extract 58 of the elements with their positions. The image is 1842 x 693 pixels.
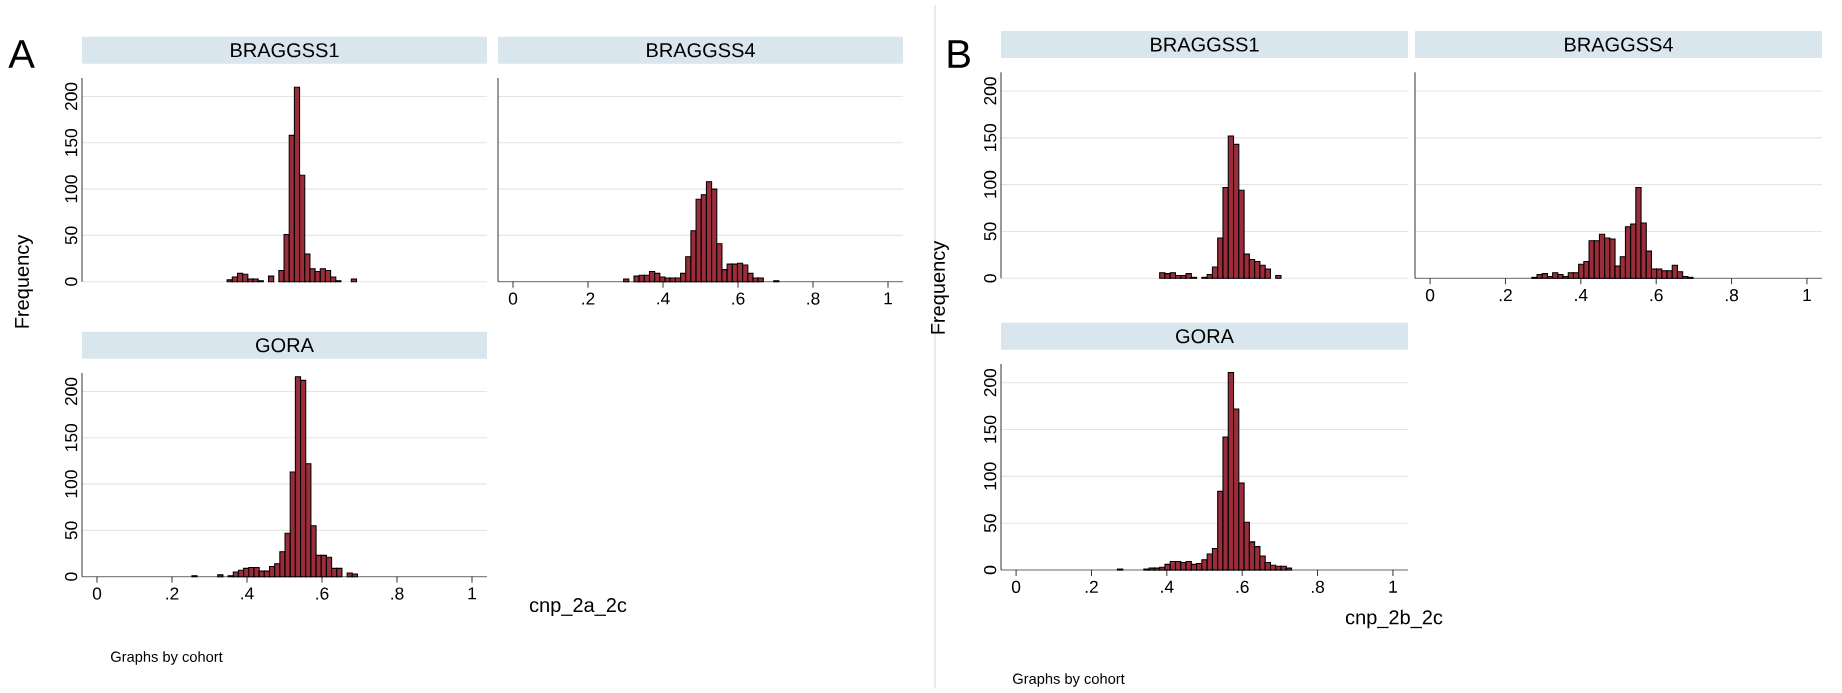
- x-tick-label: 1: [1389, 580, 1397, 593]
- y-tick-label: 200: [984, 368, 997, 397]
- text: A: [8, 40, 35, 68]
- chart-title: BRAGGSS4: [1565, 37, 1673, 52]
- x-tick-label: .2: [1499, 289, 1512, 302]
- text: Graphs by cohort: [1013, 673, 1125, 687]
- y-tick-label: 0: [984, 565, 997, 575]
- x-axis-title: cnp_2b_2c: [1345, 609, 1443, 629]
- x-tick-label: 0: [92, 587, 102, 600]
- x-tick-label: .8: [1311, 580, 1325, 593]
- x-tick-label: 0: [1011, 580, 1021, 593]
- y-axis-title: Frequency: [15, 234, 33, 328]
- text: B: [948, 40, 970, 68]
- x-tick-label: .2: [166, 587, 179, 600]
- x-tick-label: .4: [1161, 580, 1174, 593]
- x-tick-label: .4: [1575, 289, 1588, 301]
- y-tick-label: 100: [65, 175, 78, 203]
- x-tick-label: 0: [1425, 289, 1435, 302]
- x-tick-label: .6: [732, 292, 745, 305]
- text: Graphs by cohort: [111, 651, 223, 665]
- y-tick-label: 150: [984, 415, 997, 443]
- x-tick-label: .2: [1085, 580, 1098, 593]
- chart-title: GORA: [256, 338, 314, 353]
- y-tick-label: 150: [984, 124, 997, 151]
- y-tick-label: 50: [984, 514, 997, 533]
- x-tick-label: 0: [508, 292, 518, 305]
- y-tick-label: 0: [65, 572, 78, 581]
- y-tick-label: 100: [65, 470, 78, 498]
- y-tick-label: 0: [984, 274, 997, 283]
- x-tick-label: .4: [657, 292, 670, 305]
- x-tick-label: .6: [316, 587, 329, 600]
- x-tick-label: .8: [1725, 289, 1739, 302]
- y-tick-label: 50: [65, 521, 78, 540]
- y-tick-label: 200: [65, 82, 78, 111]
- chart-title: BRAGGSS4: [647, 43, 755, 58]
- x-tick-label: .8: [807, 292, 820, 305]
- x-tick-label: .4: [241, 587, 254, 600]
- y-tick-label: 200: [984, 77, 997, 105]
- x-axis-title: cnp_2a_2c: [529, 597, 627, 617]
- y-tick-label: 200: [65, 377, 78, 406]
- x-tick-label: .6: [1650, 289, 1663, 302]
- y-axis-title: Frequency: [931, 240, 949, 334]
- y-tick-label: 100: [984, 170, 997, 198]
- x-tick-label: .6: [1236, 580, 1249, 593]
- x-tick-label: 1: [1803, 289, 1811, 301]
- chart-title: BRAGGSS1: [231, 43, 339, 58]
- x-tick-label: .8: [391, 587, 404, 600]
- x-tick-label: 1: [468, 587, 476, 600]
- y-tick-label: 50: [65, 226, 78, 245]
- y-tick-label: 50: [984, 222, 997, 241]
- y-tick-label: 100: [984, 462, 997, 490]
- x-tick-label: 1: [884, 292, 892, 305]
- chart-title: BRAGGSS1: [1151, 37, 1259, 52]
- y-tick-label: 150: [65, 424, 78, 451]
- y-tick-label: 150: [65, 129, 78, 156]
- x-tick-label: .2: [582, 292, 595, 305]
- y-tick-label: 0: [65, 277, 78, 286]
- chart-title: GORA: [1176, 329, 1234, 344]
